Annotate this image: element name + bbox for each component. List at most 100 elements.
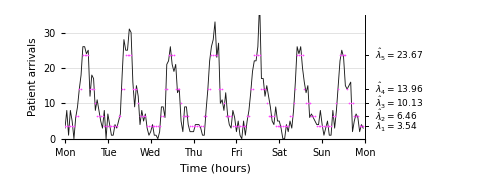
Point <box>166 53 174 56</box>
Point <box>63 125 71 128</box>
Point <box>306 101 314 104</box>
Point <box>93 114 101 117</box>
Point <box>138 114 146 117</box>
Point <box>298 53 306 56</box>
X-axis label: Time (hours): Time (hours) <box>180 163 250 173</box>
Point <box>254 53 262 56</box>
Point <box>204 88 212 91</box>
Point <box>134 101 142 104</box>
Point <box>136 114 144 117</box>
Point <box>218 88 226 91</box>
Point <box>164 53 172 56</box>
Point <box>222 114 230 117</box>
Point <box>296 53 304 56</box>
Point <box>343 88 351 91</box>
Point <box>120 88 128 91</box>
Point <box>279 125 287 128</box>
Point <box>102 125 110 128</box>
Point <box>182 114 190 117</box>
Text: $\hat{\lambda}_4 = 13.96$: $\hat{\lambda}_4 = 13.96$ <box>375 81 424 97</box>
Point <box>230 125 238 128</box>
Point <box>336 53 344 56</box>
Point <box>208 53 216 56</box>
Point <box>309 114 317 117</box>
Point <box>79 53 87 56</box>
Point <box>238 125 246 128</box>
Point <box>177 101 185 104</box>
Point <box>118 88 126 91</box>
Point <box>348 101 356 104</box>
Point <box>64 125 72 128</box>
Point <box>80 53 88 56</box>
Point <box>311 114 319 117</box>
Point <box>243 114 251 117</box>
Point <box>76 88 84 91</box>
Point <box>113 125 121 128</box>
Point <box>216 88 224 91</box>
Point <box>196 125 204 128</box>
Point <box>68 125 76 128</box>
Point <box>302 101 310 104</box>
Text: $\hat{\lambda}_3 = 10.13$: $\hat{\lambda}_3 = 10.13$ <box>375 95 423 111</box>
Point <box>82 53 90 56</box>
Point <box>270 114 278 117</box>
Point <box>195 125 203 128</box>
Point <box>268 114 276 117</box>
Point <box>352 114 360 117</box>
Point <box>214 88 222 91</box>
Point <box>70 125 78 128</box>
Point <box>356 125 364 128</box>
Point <box>227 114 235 117</box>
Point <box>261 88 269 91</box>
Point <box>84 53 92 56</box>
Text: $\hat{\lambda}_1 = 3.54$: $\hat{\lambda}_1 = 3.54$ <box>375 118 418 134</box>
Point <box>288 114 296 117</box>
Point <box>316 125 324 128</box>
Point <box>229 125 237 128</box>
Point <box>246 88 254 91</box>
Point <box>186 125 194 128</box>
Point <box>148 125 156 128</box>
Point <box>318 125 326 128</box>
Point <box>127 53 135 56</box>
Point <box>158 114 166 117</box>
Text: $\hat{\lambda}_5 = 23.67$: $\hat{\lambda}_5 = 23.67$ <box>375 47 423 63</box>
Point <box>129 88 137 91</box>
Point <box>114 114 122 117</box>
Point <box>290 101 298 104</box>
Point <box>90 88 98 91</box>
Point <box>188 125 196 128</box>
Point <box>286 114 294 117</box>
Point <box>300 88 308 91</box>
Point <box>124 53 132 56</box>
Point <box>163 88 171 91</box>
Point <box>184 114 192 117</box>
Point <box>77 88 85 91</box>
Point <box>116 114 124 117</box>
Point <box>111 125 119 128</box>
Point <box>327 125 335 128</box>
Point <box>258 88 266 91</box>
Point <box>159 114 167 117</box>
Point <box>272 125 280 128</box>
Point <box>92 101 100 104</box>
Point <box>146 125 154 128</box>
Point <box>236 125 244 128</box>
Point <box>224 114 232 117</box>
Point <box>232 125 240 128</box>
Point <box>277 125 285 128</box>
Point <box>174 88 182 91</box>
Point <box>350 114 358 117</box>
Point <box>242 125 250 128</box>
Point <box>282 125 290 128</box>
Point <box>161 88 169 91</box>
Point <box>206 88 214 91</box>
Point <box>276 125 283 128</box>
Point <box>109 125 117 128</box>
Point <box>100 125 108 128</box>
Point <box>345 101 353 104</box>
Point <box>130 88 138 91</box>
Point <box>193 125 201 128</box>
Point <box>170 53 178 56</box>
Point <box>106 125 114 128</box>
